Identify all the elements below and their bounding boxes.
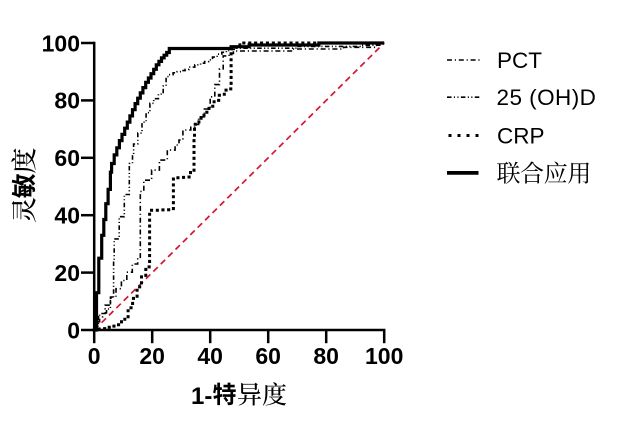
svg-text:40: 40 — [197, 343, 223, 369]
svg-text:1-: 1- — [191, 383, 212, 410]
svg-text:80: 80 — [54, 88, 80, 114]
svg-text:60: 60 — [54, 145, 80, 171]
svg-text:0: 0 — [67, 317, 80, 343]
svg-text:40: 40 — [54, 203, 80, 229]
svg-text:20: 20 — [54, 260, 80, 286]
svg-text:25 (OH)D: 25 (OH)D — [497, 85, 597, 110]
svg-text:100: 100 — [365, 343, 403, 369]
svg-text:60: 60 — [255, 343, 281, 369]
svg-text:100: 100 — [42, 30, 80, 56]
svg-text:20: 20 — [139, 343, 165, 369]
svg-text:CRP: CRP — [497, 124, 545, 149]
svg-text:0: 0 — [88, 343, 101, 369]
svg-text:80: 80 — [313, 343, 339, 369]
svg-text:PCT: PCT — [497, 48, 542, 73]
